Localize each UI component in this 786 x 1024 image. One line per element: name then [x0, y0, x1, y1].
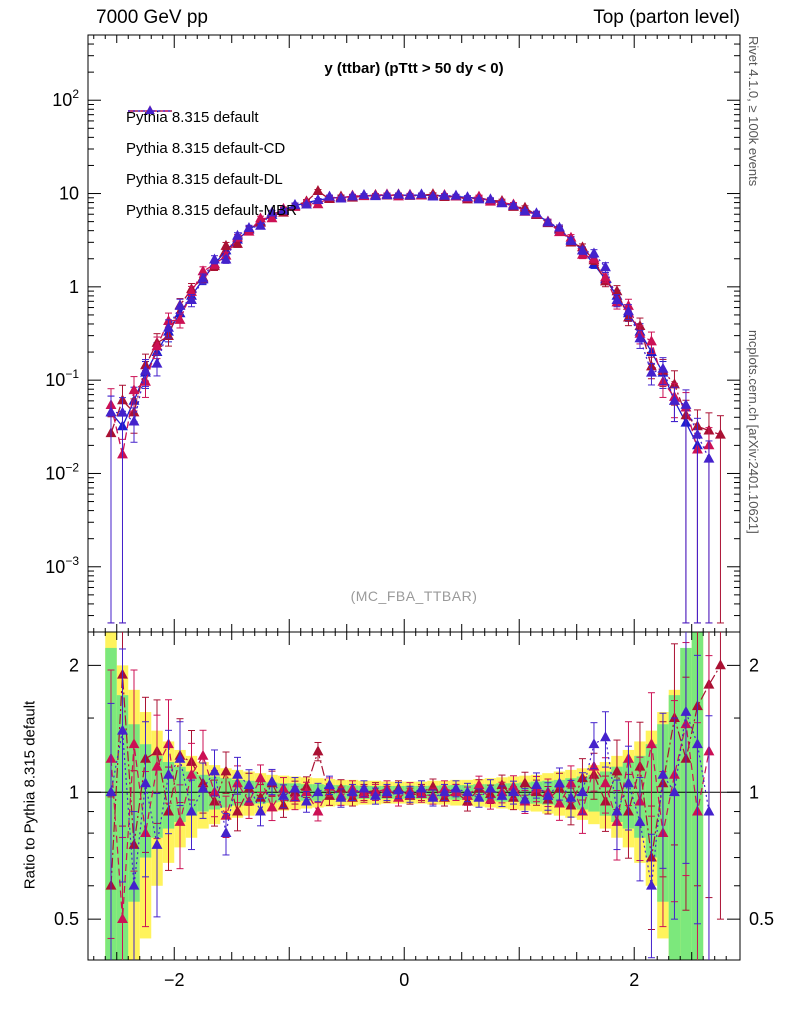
- axis-tick-labels: 102 10 1 10−1 10−2 10−3 2 2 1 1 0.5 0.5 −2 0 2: [45, 87, 774, 990]
- svg-text:−2: −2: [164, 970, 185, 990]
- legend-marker-icon: [128, 105, 172, 114]
- plot-title-left: 7000 GeV pp: [96, 7, 208, 28]
- svg-text:0: 0: [399, 970, 409, 990]
- ratio-panel-series: [88, 632, 740, 960]
- legend-label: Pythia 8.315 default-DL: [126, 171, 283, 188]
- series-pythia-8-315-default-dl: [105, 188, 715, 624]
- observable-title: y (ttbar) (pTtt > 50 dy < 0): [324, 60, 504, 77]
- analysis-watermark: (MC_FBA_TTBAR): [350, 588, 478, 604]
- plot-title-right: Top (parton level): [593, 7, 740, 28]
- svg-text:1: 1: [69, 277, 79, 297]
- rivet-caption: Rivet 4.1.0, ≥ 100k events: [746, 36, 761, 187]
- svg-text:0.5: 0.5: [54, 909, 79, 929]
- legend-label: Pythia 8.315 default: [126, 109, 259, 126]
- ratio-panel-frame: [87, 631, 741, 961]
- svg-text:1: 1: [749, 782, 759, 802]
- svg-text:2: 2: [69, 655, 79, 675]
- svg-text:2: 2: [749, 655, 759, 675]
- axis-ticks: [88, 35, 740, 961]
- ratio-series-pythia-8-315-default-mbr: [105, 632, 715, 960]
- series-pythia-8-315-default: [105, 189, 703, 624]
- svg-text:10: 10: [59, 184, 79, 204]
- legend: Pythia 8.315 default Pythia 8.315 default…: [126, 102, 297, 226]
- series-pythia-8-315-default-cd: [105, 185, 726, 624]
- legend-label: Pythia 8.315 default-MBR: [126, 202, 297, 219]
- ratio-axis-label: Ratio to Pythia 8.315 default: [21, 700, 39, 890]
- legend-item: Pythia 8.315 default-CD: [126, 105, 297, 164]
- legend-item: Pythia 8.315 default-DL: [126, 105, 297, 195]
- series-pythia-8-315-default-mbr: [105, 188, 715, 624]
- svg-text:10−3: 10−3: [45, 554, 79, 577]
- svg-text:1: 1: [69, 782, 79, 802]
- legend-item: Pythia 8.315 default-MBR: [126, 105, 297, 226]
- svg-text:2: 2: [629, 970, 639, 990]
- legend-label: Pythia 8.315 default-CD: [126, 140, 286, 157]
- svg-text:102: 102: [52, 87, 79, 110]
- svg-text:10−1: 10−1: [45, 367, 79, 390]
- main-panel-series: [105, 185, 726, 624]
- svg-text:10−2: 10−2: [45, 460, 79, 483]
- svg-text:0.5: 0.5: [749, 909, 774, 929]
- ratio-uncertainty-bands: [105, 632, 704, 960]
- mcplots-caption: mcplots.cern.ch [arXiv:2401.10621]: [746, 330, 761, 534]
